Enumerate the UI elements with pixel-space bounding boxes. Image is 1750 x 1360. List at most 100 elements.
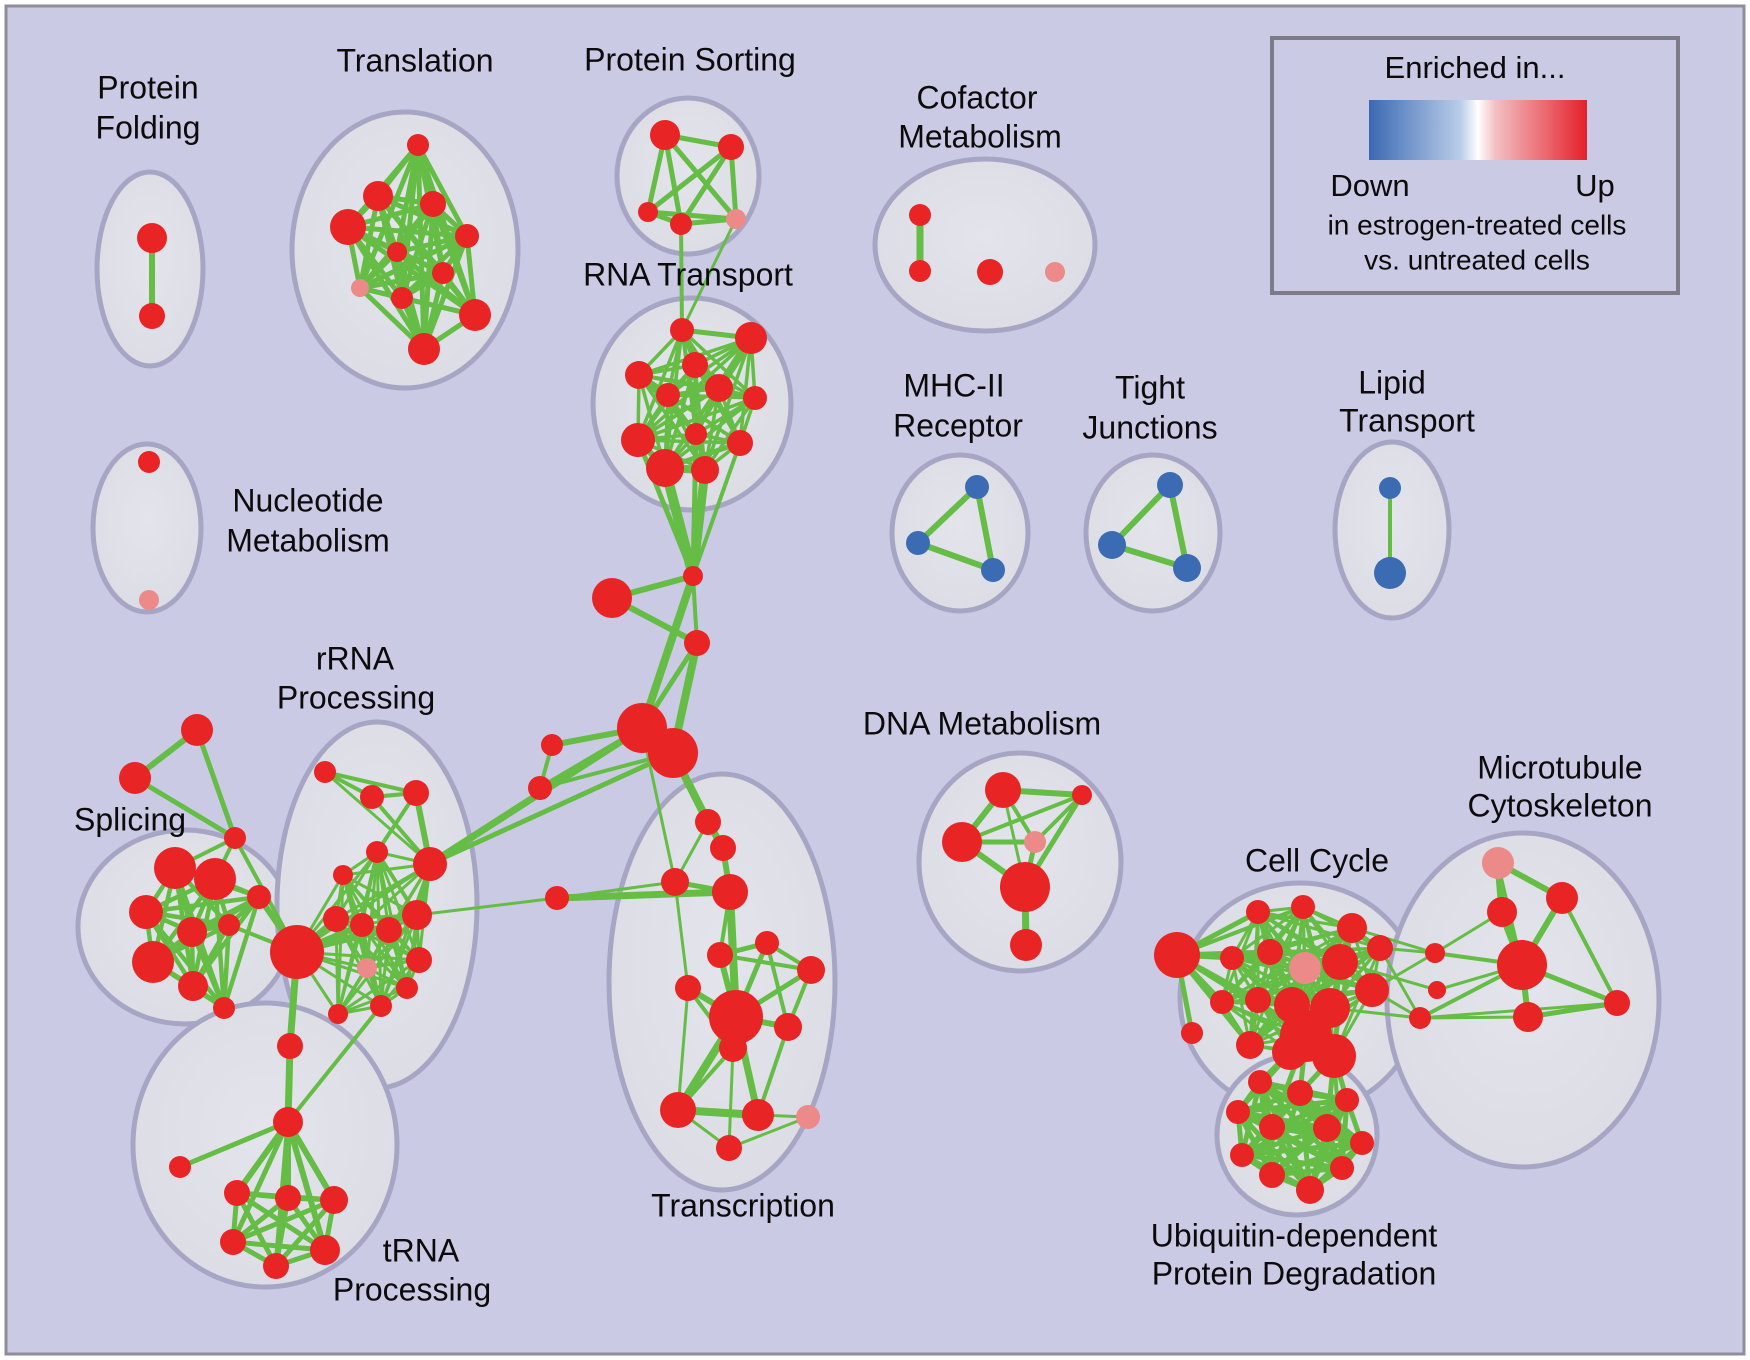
edge-tight: [1167, 482, 1190, 571]
gene-set-node-ubiquitin-10: [1330, 1156, 1354, 1180]
gene-set-node-microtubule-1: [1546, 882, 1578, 914]
cluster-label-cofactor-0: Cofactor: [917, 79, 1038, 115]
gene-set-node-translation-6: [432, 262, 454, 284]
cluster-label-mhc-1: Receptor: [893, 407, 1023, 443]
gene-set-node-dna-5: [1010, 929, 1042, 961]
cluster-label-microtubule-1: Cytoskeleton: [1468, 787, 1653, 823]
gene-set-node-rna_transport-0: [670, 318, 694, 342]
gene-set-node-dna-4: [1000, 862, 1050, 912]
gene-set-node-rna_transport-3: [625, 361, 653, 389]
edge-cellcycle: [1248, 905, 1305, 1047]
gene-set-node-nucleotide-1: [139, 590, 159, 610]
gene-set-node-cellcycle-7: [1289, 952, 1321, 984]
gene-set-node-microtubule-6: [1425, 943, 1445, 963]
edge-translation: [357, 270, 446, 291]
gene-set-node-rna_transport-4: [656, 383, 680, 407]
gene-set-node-transcription-14: [796, 1105, 820, 1129]
edge-translation: [345, 224, 470, 239]
edge-translation: [394, 249, 478, 318]
edge-dna: [1033, 793, 1084, 844]
gene-set-node-chain-0: [683, 566, 703, 586]
cluster-label-lipid-0: Lipid: [1358, 364, 1426, 400]
cluster-label-rrna-0: rRNA: [316, 640, 395, 676]
cluster-label-transcription-0: Transcription: [651, 1187, 835, 1223]
gene-set-node-transcription-10: [719, 1034, 747, 1062]
gene-set-node-ubiquitin-8: [1259, 1162, 1285, 1188]
gene-set-node-dna-2: [942, 822, 982, 862]
gene-set-node-rrna-1: [360, 785, 384, 809]
edge-rrna: [379, 913, 419, 1008]
gene-set-node-trna-3: [275, 1185, 301, 1211]
gene-set-node-rna_transport-6: [743, 386, 767, 410]
edge-rna_transport: [636, 396, 757, 442]
gene-set-node-rna_transport-5: [705, 374, 733, 402]
gene-set-node-transcription-1: [710, 835, 736, 861]
gene-set-node-mhc-2: [981, 558, 1005, 582]
edge-splicing: [221, 894, 262, 1011]
cluster-label-tight-0: Tight: [1115, 369, 1185, 405]
edge-tri: [194, 727, 238, 841]
gene-set-node-transcription-6: [755, 931, 779, 955]
gene-set-node-chain-5: [541, 734, 563, 756]
gene-set-node-rna_transport-10: [646, 449, 684, 487]
gene-set-node-tri-2: [224, 827, 246, 849]
gene-set-node-rrna-6: [323, 906, 349, 932]
gene-set-node-microtubule-5: [1513, 1002, 1543, 1032]
gene-set-node-mhc-0: [965, 475, 989, 499]
gene-set-node-chain-1: [592, 578, 632, 618]
gene-set-node-cellcycle-5: [1220, 946, 1244, 970]
gene-set-node-rrna-3: [366, 841, 388, 863]
edge-trna: [230, 1197, 337, 1245]
gene-set-node-cellcycle-18: [1181, 1022, 1203, 1044]
legend-line1: in estrogen-treated cells: [1328, 209, 1627, 240]
gene-set-node-cellcycle-1: [1246, 900, 1270, 924]
gene-set-node-translation-9: [459, 299, 491, 331]
gene-set-node-dna-3: [1024, 831, 1046, 853]
legend-up: Up: [1575, 168, 1615, 203]
edge-rna_transport: [703, 336, 753, 472]
cluster-label-tight-1: Junctions: [1082, 409, 1217, 445]
edge-chain: [638, 572, 697, 732]
edge-microtubule: [1560, 896, 1619, 1005]
edge-rna_transport: [666, 336, 753, 397]
gene-set-node-transcription-0: [695, 809, 721, 835]
gene-set-node-transcription-13: [742, 1099, 774, 1131]
gene-set-node-chain-2: [684, 630, 710, 656]
edge-splicing: [143, 894, 262, 915]
legend-title: Enriched in...: [1385, 50, 1566, 85]
cluster-label-dna-0: DNA Metabolism: [863, 705, 1101, 741]
gene-set-node-rna_transport-7: [685, 423, 707, 445]
gene-set-node-splicing-0: [154, 847, 196, 889]
edge-cellcycle: [1230, 905, 1305, 960]
gene-set-node-rrna-7: [350, 913, 374, 937]
cluster-label-rrna-1: Processing: [277, 679, 435, 715]
cluster-label-nucleotide-1: Metabolism: [226, 522, 390, 558]
gene-set-node-lipid-1: [1374, 557, 1406, 589]
gene-set-node-tight-0: [1157, 472, 1183, 498]
gene-set-node-protein_sorting-2: [638, 202, 658, 222]
edge-protein_sorting-rna_transport: [679, 222, 684, 332]
cluster-label-trna-1: Processing: [333, 1271, 491, 1307]
edge-transcription: [555, 880, 677, 900]
cluster-labels: Protein Folding Translation Protein Sorting…: [74, 41, 1653, 1307]
cluster-ellipse-cofactor: [872, 156, 1098, 334]
gene-set-node-chain-4: [648, 728, 698, 778]
gene-set-node-rrna-0: [314, 761, 336, 783]
edge-mhc: [915, 540, 996, 573]
edge-protein_sorting-rna_transport: [680, 217, 738, 332]
gene-set-node-microtubule-4: [1604, 990, 1630, 1016]
gene-set-node-ubiquitin-1: [1287, 1080, 1313, 1106]
gene-set-node-rna_transport-1: [735, 322, 767, 354]
gene-set-node-cofactor-0: [909, 204, 931, 226]
gene-set-node-tight-1: [1098, 531, 1126, 559]
gene-set-node-rrna-14: [328, 1004, 348, 1024]
edge-rrna: [323, 770, 418, 795]
gene-set-node-ubiquitin-0: [1248, 1070, 1272, 1094]
gene-set-node-cellcycle-9: [1355, 973, 1389, 1007]
cluster-label-rna_transport-0: RNA Transport: [583, 256, 793, 292]
edge-rna_transport: [663, 396, 757, 470]
cluster-label-splicing-0: Splicing: [74, 801, 186, 837]
cluster-label-ubiquitin-0: Ubiquitin-dependent: [1151, 1217, 1438, 1253]
edge-trna: [234, 1190, 279, 1269]
